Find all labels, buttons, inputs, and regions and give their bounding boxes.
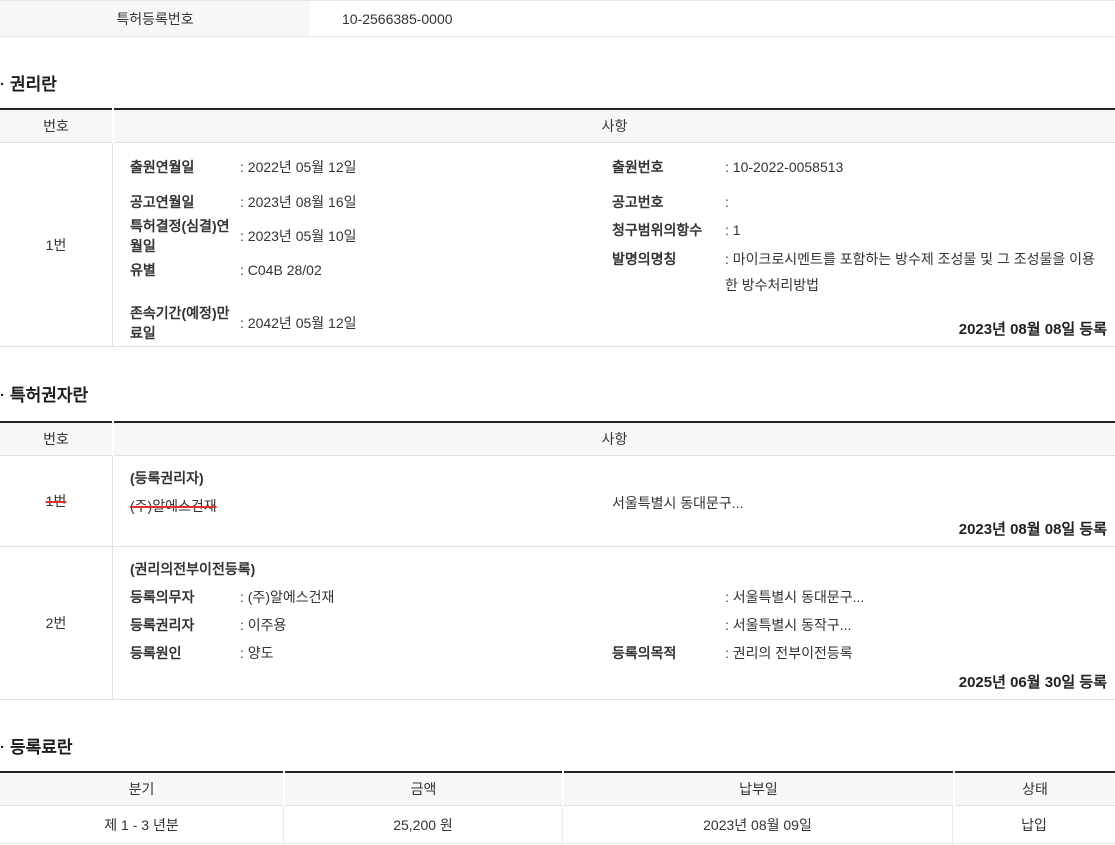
field-invention-title: 발명의명칭 : 마이크로시멘트를 포함하는 방수제 조성물 및 그 조성물을 이… — [612, 244, 1107, 298]
field-value: : 양도 — [240, 645, 274, 661]
bullet-icon: · — [0, 76, 5, 93]
field-value: : 마이크로시멘트를 포함하는 방수제 조성물 및 그 조성물을 이용한 방수처… — [725, 251, 1095, 293]
rights-section-title: · 권리란 — [0, 72, 1115, 98]
field-label: 등록원인 — [130, 645, 182, 661]
field-value: : 2023년 08월 16일 — [240, 194, 357, 210]
patent-number-value: 10-2566385-0000 — [342, 10, 453, 27]
field-value: : 권리의 전부이전등록 — [725, 645, 853, 661]
fees-col-status: 상태 — [955, 771, 1115, 806]
field-label: 등록의목적 — [612, 645, 677, 661]
field-expiry-date: 존속기간(예정)만료일 : 2042년 05월 12일 — [130, 303, 612, 343]
field-value: : 1 — [725, 222, 741, 238]
field-decision-date: 특허결정(심결)연월일 : 2023년 05월 10일 — [130, 216, 612, 256]
field-label: 발명의명칭 — [612, 251, 677, 267]
field-publication-number: 공고번호 : — [612, 188, 1107, 216]
rights-row-number: 1번 — [45, 236, 67, 253]
field-label: 등록권리자 — [130, 617, 195, 633]
field-claim-count: 청구범위의항수 : 1 — [612, 216, 1107, 244]
field-value: : 10-2022-0058513 — [725, 159, 844, 175]
field-classification: 유별 : C04B 28/02 — [130, 256, 612, 284]
field-label: 공고연월일 — [130, 194, 195, 210]
cell-divider — [112, 421, 114, 456]
holder-row1-address: 서울특별시 동대문구... — [612, 495, 744, 511]
rights-col-detail: 사항 — [114, 108, 1115, 143]
patent-number-row: 특허등록번호 10-2566385-0000 — [0, 0, 1115, 37]
fees-section-title: · 등록료란 — [0, 735, 1115, 761]
field-value: : 서울특별시 동작구... — [725, 617, 852, 633]
holder-row1-registered-date: 2023년 08월 08일 등록 — [958, 521, 1107, 538]
holder-row1-details: (등록권리자) (주)알에스건재 서울특별시 동대문구... 2023년 08월… — [112, 456, 1115, 546]
field-label: 존속기간(예정)만료일 — [130, 305, 230, 341]
fees-table: 분기 금액 납부일 상태 제 1 - 3 년분 25,200 원 2023년 0… — [0, 771, 1115, 844]
field-label: 유별 — [130, 262, 156, 278]
rights-col-no: 번호 — [0, 108, 112, 143]
field-label: 출원연월일 — [130, 159, 195, 175]
field-label — [612, 615, 725, 635]
patent-number-label: 특허등록번호 — [0, 1, 310, 36]
cell-divider — [112, 108, 114, 143]
holders-col-no: 번호 — [0, 421, 112, 456]
field-publication-date: 공고연월일 : 2023년 08월 16일 — [130, 188, 612, 216]
rights-table: 번호 사항 1번 출원연월일 : 2022년 05월 12일 공고연월일 : 2… — [0, 108, 1115, 347]
field-value: : — [725, 194, 729, 210]
field-value: : 2022년 05월 12일 — [240, 159, 357, 175]
holder-name-struck: (주)알에스건재 — [130, 498, 217, 514]
transfer-line-obligor: 등록의무자 : (주)알에스건재 : 서울특별시 동대문구... — [130, 583, 1107, 611]
holders-section-title: · 특허권자란 — [0, 383, 1115, 409]
rights-section-title-text: 권리란 — [10, 75, 57, 94]
cell-divider — [310, 1, 312, 36]
holders-col-detail: 사항 — [114, 421, 1115, 456]
holder-row2-registered-date: 2025년 06월 30일 등록 — [958, 674, 1107, 691]
holder-row1-left: (등록권리자) (주)알에스건재 — [130, 464, 612, 542]
field-label — [612, 587, 725, 607]
field-label: 등록의무자 — [130, 589, 195, 605]
holder-row1-name: (주)알에스건재 — [130, 492, 612, 520]
fee-payment-date: 2023년 08월 09일 — [563, 806, 953, 843]
rights-left-column: 출원연월일 : 2022년 05월 12일 공고연월일 : 2023년 08월 … — [130, 153, 612, 341]
field-value: : 2042년 05월 12일 — [240, 315, 357, 331]
rights-right-column: 출원번호 : 10-2022-0058513 공고번호 : 청구범위의항수 : … — [612, 153, 1107, 338]
holders-table: 번호 사항 1번 (등록권리자) (주)알에스건재 서울특별시 동대문구... … — [0, 421, 1115, 700]
field-application-number: 출원번호 : 10-2022-0058513 — [612, 153, 1107, 181]
field-label: 공고번호 — [612, 194, 664, 210]
holder-row2-details: (권리의전부이전등록) 등록의무자 : (주)알에스건재 : 서울특별시 동대문… — [112, 547, 1115, 699]
holder-row2-heading: (권리의전부이전등록) — [130, 561, 256, 577]
rights-row-details: 출원연월일 : 2022년 05월 12일 공고연월일 : 2023년 08월 … — [112, 143, 1115, 346]
field-value: : 2023년 05월 10일 — [240, 228, 357, 244]
fees-section-title-text: 등록료란 — [10, 738, 73, 757]
bullet-icon: · — [0, 387, 5, 404]
transfer-line-cause: 등록원인 : 양도 등록의목적 : 권리의 전부이전등록 — [130, 639, 1107, 667]
field-value: : 서울특별시 동대문구... — [725, 589, 865, 605]
field-label: 특허결정(심결)연월일 — [130, 218, 230, 254]
fees-col-amount: 금액 — [285, 771, 562, 806]
field-value: : (주)알에스건재 — [240, 589, 335, 605]
holder-row1-number: 1번 — [45, 493, 67, 509]
rights-registered-date: 2023년 08월 08일 등록 — [958, 321, 1107, 338]
field-value: : 이주용 — [240, 617, 287, 633]
holder-row-1: 1번 (등록권리자) (주)알에스건재 서울특별시 동대문구... 2023년 … — [0, 456, 1115, 547]
fees-col-payment-date: 납부일 — [564, 771, 953, 806]
fees-table-header: 분기 금액 납부일 상태 — [0, 771, 1115, 806]
holders-table-header: 번호 사항 — [0, 421, 1115, 456]
field-label: 청구범위의항수 — [612, 222, 703, 238]
transfer-line-rightholder: 등록권리자 : 이주용 : 서울특별시 동작구... — [130, 611, 1107, 639]
fees-col-term: 분기 — [0, 771, 283, 806]
bullet-icon: · — [0, 739, 5, 756]
rights-row: 1번 출원연월일 : 2022년 05월 12일 공고연월일 : 2023년 0… — [0, 143, 1115, 347]
field-value: : C04B 28/02 — [240, 262, 322, 278]
field-filing-date: 출원연월일 : 2022년 05월 12일 — [130, 153, 612, 181]
field-label: 출원번호 — [612, 159, 664, 175]
rights-table-header: 번호 사항 — [0, 108, 1115, 143]
fee-term: 제 1 - 3 년분 — [0, 806, 284, 843]
holder-row-2: 2번 (권리의전부이전등록) 등록의무자 : (주)알에스건재 : 서울특별시 … — [0, 547, 1115, 700]
fee-amount: 25,200 원 — [284, 806, 563, 843]
fee-row: 제 1 - 3 년분 25,200 원 2023년 08월 09일 납입 — [0, 806, 1115, 844]
fee-status: 납입 — [1021, 816, 1047, 833]
holders-section-title-text: 특허권자란 — [10, 386, 89, 405]
holder-row1-heading: (등록권리자) — [130, 470, 204, 486]
holder-row2-number: 2번 — [45, 615, 67, 631]
